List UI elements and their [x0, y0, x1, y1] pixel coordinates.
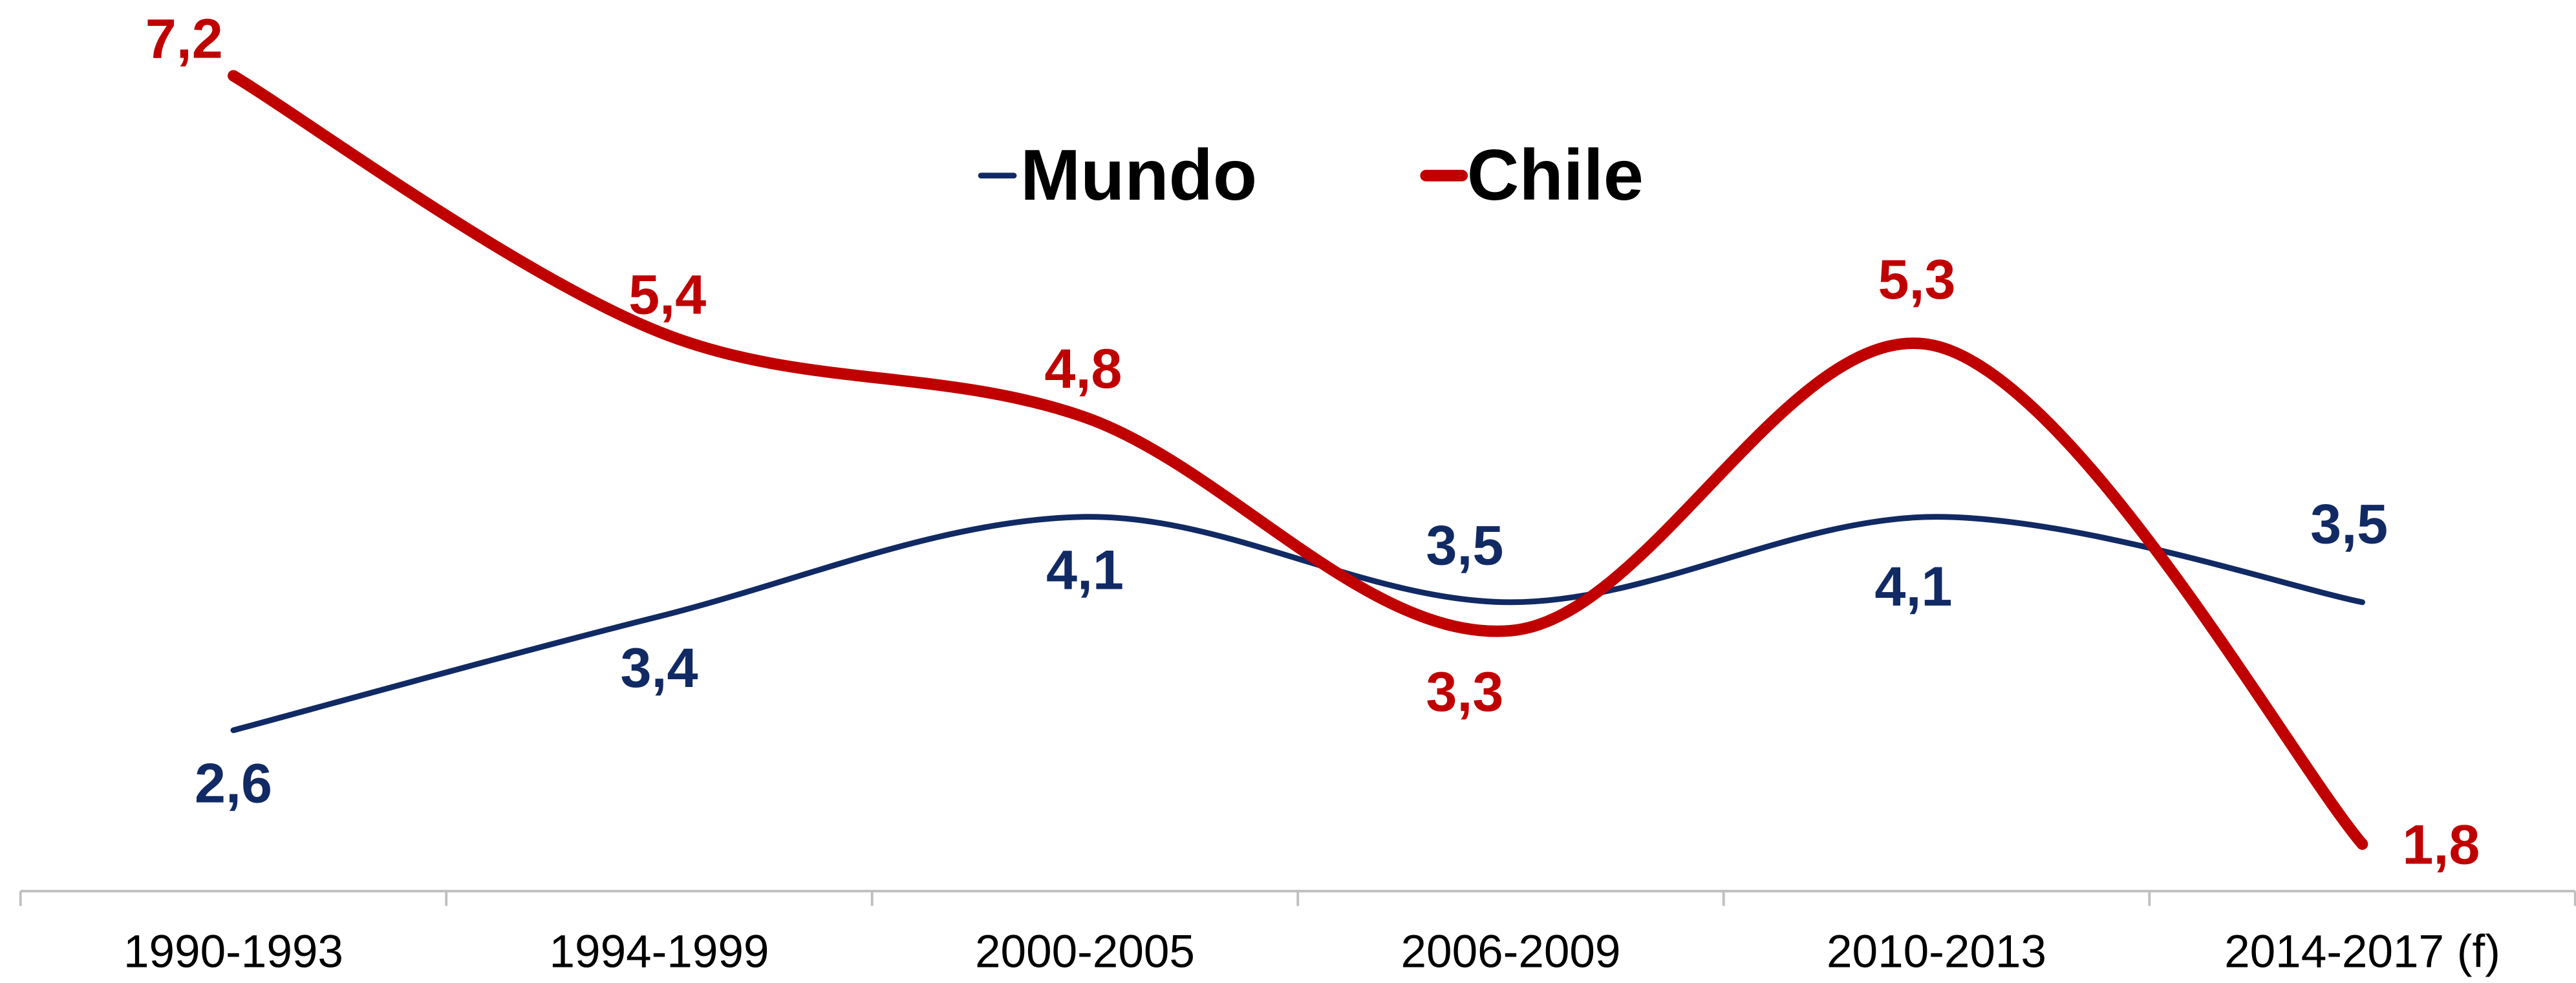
x-tick-label: 2010-2013 — [1827, 927, 2046, 978]
x-tick-label: 1990-1993 — [123, 927, 343, 978]
data-label: 3,5 — [2310, 493, 2388, 555]
x-tick-label: 2014-2017 (f) — [2224, 927, 2500, 978]
legend-label: Mundo — [1020, 134, 1257, 215]
data-label: 4,8 — [1044, 338, 1122, 400]
data-label: 3,4 — [620, 637, 698, 699]
data-label: 5,4 — [628, 264, 706, 326]
data-label: 4,1 — [1046, 539, 1124, 601]
data-label: 1,8 — [2402, 814, 2480, 876]
x-tick-label: 1994-1999 — [550, 927, 769, 978]
series-line — [230, 514, 2365, 734]
series-line — [228, 70, 2368, 850]
data-label: 5,3 — [1878, 249, 1956, 311]
data-label: 4,1 — [1874, 556, 1952, 618]
data-label: 3,3 — [1426, 661, 1503, 723]
x-tick-label: 2000-2005 — [975, 927, 1195, 978]
data-label: 7,2 — [145, 8, 223, 70]
x-tick-label: 2006-2009 — [1401, 927, 1621, 978]
legend-label: Chile — [1467, 134, 1644, 215]
data-label: 3,5 — [1426, 514, 1503, 576]
data-label: 2,6 — [195, 753, 272, 815]
